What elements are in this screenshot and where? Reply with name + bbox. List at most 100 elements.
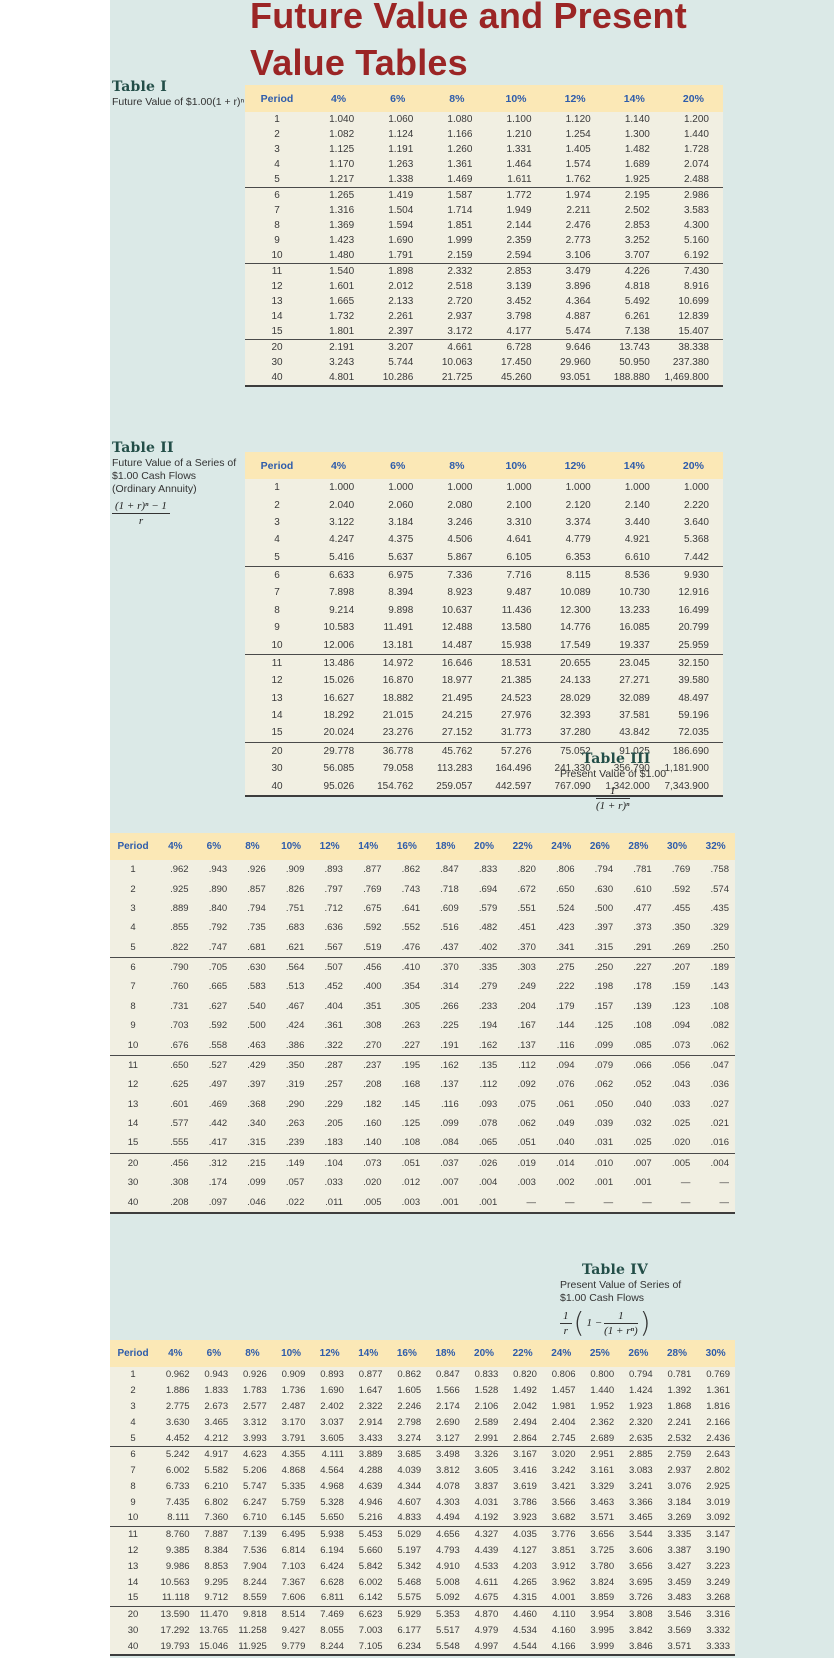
factor-value-cell: 2.012: [368, 279, 428, 294]
fraction: 1 (1 + rⁿ): [604, 1309, 638, 1337]
factor-value-cell: .476: [387, 937, 427, 958]
factor-value-cell: 3.421: [541, 1478, 581, 1495]
factor-value-cell: 1,342.000: [604, 777, 664, 796]
factor-value-cell: .592: [194, 1016, 234, 1036]
factor-value-cell: 3.479: [545, 263, 605, 279]
period-cell: 8: [110, 1478, 156, 1495]
factor-value-cell: 3.252: [604, 233, 664, 248]
factor-value-cell: 3.387: [657, 1542, 697, 1559]
factor-value-cell: 9.295: [194, 1574, 234, 1590]
table-row: 2 2.040 2.060 2.080 2.100 2.120 2.140 2.220: [245, 496, 723, 514]
factor-value-cell: .500: [580, 898, 620, 919]
period-cell: 13: [110, 1094, 156, 1114]
factor-value-cell: .340: [233, 1113, 272, 1134]
rate-column-header: 8%: [233, 1340, 272, 1367]
factor-value-cell: .084: [426, 1133, 465, 1154]
factor-value-cell: .555: [156, 1133, 195, 1154]
factor-value-cell: 4.607: [387, 1494, 427, 1511]
factor-value-cell: 113.283: [427, 760, 487, 778]
period-cell: 6: [245, 566, 309, 585]
factor-value-cell: 1.594: [368, 218, 428, 233]
factor-value-cell: 6.811: [310, 1589, 349, 1607]
factor-value-cell: 32.150: [663, 654, 723, 673]
factor-value-cell: .826: [271, 879, 311, 899]
factor-value-cell: 10.063: [427, 355, 487, 370]
factor-value-cell: 8.115: [545, 566, 605, 585]
factor-value-cell: .592: [348, 918, 388, 938]
factor-value-cell: 1.423: [309, 233, 369, 248]
factor-value-cell: 18.977: [427, 672, 487, 690]
factor-value-cell: 21.495: [427, 689, 487, 707]
factor-value-cell: 3.246: [427, 513, 487, 532]
factor-value-cell: 1.000: [663, 479, 723, 497]
factor-value-cell: 1.457: [541, 1382, 581, 1399]
factor-value-cell: 1.791: [368, 248, 428, 264]
factor-value-cell: .157: [580, 996, 620, 1016]
factor-value-cell: 21.725: [427, 370, 487, 386]
factor-value-cell: 2.673: [194, 1398, 234, 1415]
factor-value-cell: .609: [426, 898, 465, 919]
factor-value-cell: 3.241: [619, 1478, 658, 1495]
factor-value-cell: 4.460: [503, 1606, 542, 1623]
factor-value-cell: 1.492: [503, 1382, 542, 1399]
factor-value-cell: 3.465: [619, 1510, 658, 1527]
rate-column-header: 20%: [663, 452, 723, 479]
factor-value-cell: 188.880: [604, 370, 664, 386]
factor-value-cell: 1,469.800: [663, 370, 723, 386]
period-cell: 5: [110, 1430, 156, 1447]
factor-value-cell: .329: [696, 918, 735, 938]
factor-value-cell: 5.242: [156, 1446, 195, 1463]
table-row: 1 1.000 1.000 1.000 1.000 1.000 1.000 1.000: [245, 479, 723, 497]
factor-value-cell: 2.853: [486, 263, 546, 279]
factor-value-cell: 3.808: [619, 1606, 658, 1623]
factor-value-cell: 1.217: [309, 172, 369, 188]
factor-value-cell: 7.430: [663, 263, 723, 279]
period-cell: 5: [245, 548, 309, 567]
factor-value-cell: 7.003: [348, 1622, 388, 1639]
rate-column-header: 26%: [580, 833, 620, 860]
rate-column-header: 20%: [663, 85, 723, 112]
factor-value-cell: .703: [156, 1016, 195, 1036]
factor-value-cell: 18.531: [486, 654, 546, 673]
factor-value-cell: 29.778: [309, 742, 369, 760]
factor-value-cell: 4.661: [427, 339, 487, 355]
table-ii-header-row: Period 4% 6% 8% 10% 12% 14% 20%: [245, 452, 723, 479]
factor-value-cell: .524: [541, 898, 581, 919]
factor-value-cell: .822: [156, 937, 195, 958]
factor-value-cell: 1.868: [657, 1398, 697, 1415]
table-i-title: Table I: [112, 79, 167, 95]
factor-value-cell: —: [619, 1192, 658, 1213]
rate-column-header: 22%: [503, 833, 542, 860]
factor-value-cell: .097: [194, 1192, 234, 1213]
factor-value-cell: 1.783: [233, 1382, 272, 1399]
table-row: 7 1.316 1.504 1.714 1.949 2.211 2.502 3.583: [245, 203, 723, 218]
factor-value-cell: .513: [271, 977, 311, 997]
factor-value-cell: 3.243: [309, 355, 369, 370]
factor-value-cell: 4.355: [271, 1446, 311, 1463]
factor-value-cell: 1.125: [309, 142, 369, 157]
factor-value-cell: 3.776: [541, 1526, 581, 1543]
factor-value-cell: 5.548: [426, 1638, 465, 1656]
rate-column-header: 6%: [368, 85, 428, 112]
factor-value-cell: .287: [310, 1055, 349, 1076]
factor-value-cell: .305: [387, 996, 427, 1016]
factor-value-cell: 4.265: [503, 1574, 542, 1590]
factor-value-cell: .036: [696, 1075, 735, 1095]
factor-value-cell: 3.999: [580, 1638, 620, 1656]
factor-value-cell: 3.569: [657, 1622, 697, 1639]
period-cell: 9: [110, 1494, 156, 1511]
factor-value-cell: 4.544: [503, 1638, 542, 1656]
factor-value-cell: .027: [696, 1094, 735, 1114]
factor-value-cell: —: [503, 1192, 542, 1213]
factor-value-cell: 2.773: [545, 233, 605, 248]
factor-value-cell: 5.216: [348, 1510, 388, 1527]
factor-value-cell: 2.914: [348, 1414, 388, 1431]
factor-value-cell: .893: [310, 860, 349, 880]
factor-value-cell: 2.577: [233, 1398, 272, 1415]
factor-value-cell: 1.080: [427, 112, 487, 127]
factor-value-cell: 1.999: [427, 233, 487, 248]
period-cell: 6: [110, 1446, 156, 1463]
factor-value-cell: 8.055: [310, 1622, 349, 1639]
factor-value-cell: .577: [156, 1113, 195, 1134]
